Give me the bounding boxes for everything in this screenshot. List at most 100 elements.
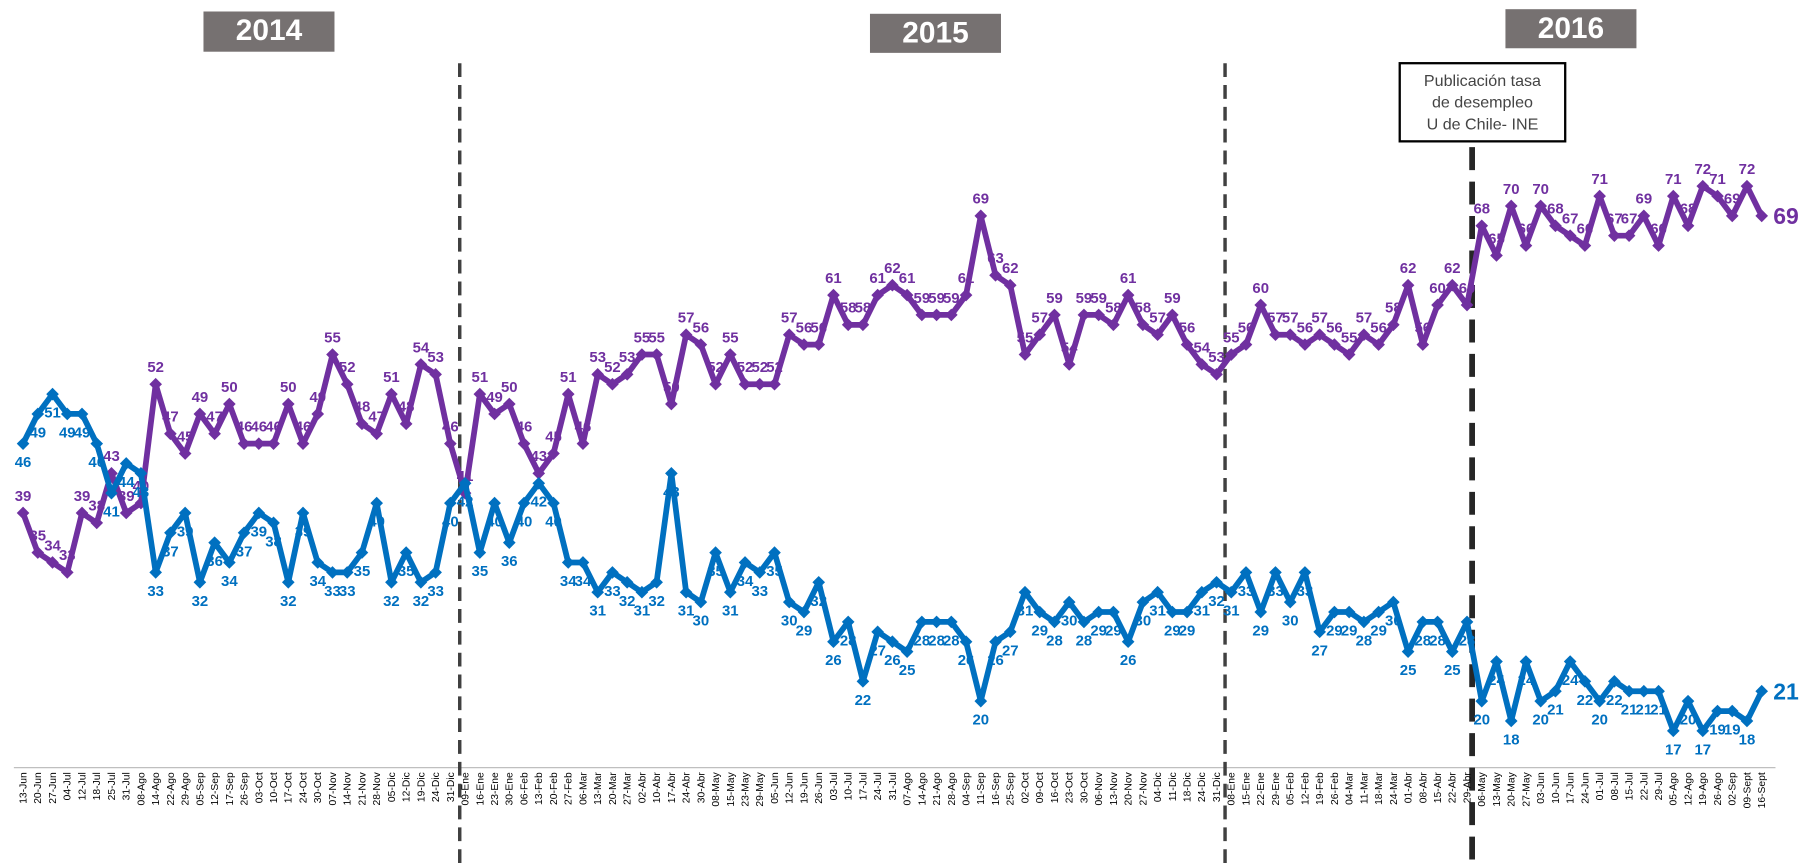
marker <box>193 407 207 421</box>
x-tick-label: 19-Ago <box>1698 772 1709 806</box>
data-label: 35 <box>354 563 371 580</box>
x-tick-label: 29-May <box>755 771 766 806</box>
data-label: 25 <box>1400 662 1417 679</box>
marker <box>1652 239 1665 252</box>
marker <box>1298 566 1312 579</box>
x-tick-label: 11-Mar <box>1359 772 1370 805</box>
data-label: 67 <box>1606 211 1623 228</box>
x-tick-label: 18-Mar <box>1374 772 1385 805</box>
data-label: 29 <box>1031 622 1048 639</box>
annotation: U de Chile- INE <box>1427 116 1539 134</box>
data-label: 53 <box>1208 349 1225 366</box>
data-label: 48 <box>398 399 415 416</box>
x-tick-label: 18-Dic <box>1183 772 1194 802</box>
data-label: 50 <box>501 379 518 396</box>
data-label: 32 <box>619 593 636 610</box>
x-tick-label: 03-Oct <box>254 772 265 803</box>
marker <box>1696 724 1710 738</box>
marker <box>1224 585 1238 599</box>
data-label: 54 <box>1061 339 1078 356</box>
data-label: 58 <box>855 300 872 317</box>
data-label: 50 <box>221 379 238 396</box>
x-tick-label: 22-Ago <box>166 772 177 806</box>
marker <box>930 308 943 322</box>
data-label: 32 <box>1208 593 1225 610</box>
marker <box>444 496 457 510</box>
data-label: 53 <box>589 349 606 366</box>
x-tick-label: 20-Feb <box>549 772 560 805</box>
x-tick-label: 10-Oct <box>269 772 280 803</box>
data-label: 52 <box>737 359 754 376</box>
marker <box>1666 724 1680 738</box>
marker <box>974 209 988 223</box>
marker <box>16 437 30 450</box>
data-label: 40 <box>368 514 385 531</box>
x-tick-label: 05-Sep <box>195 772 206 806</box>
data-label: 32 <box>648 593 665 610</box>
marker <box>1062 358 1076 371</box>
marker <box>178 447 192 460</box>
x-tick-label: 02-Oct <box>1020 772 1031 803</box>
data-label: 46 <box>265 418 282 435</box>
marker <box>812 575 826 589</box>
data-label: 35 <box>766 563 783 580</box>
marker <box>1224 348 1238 361</box>
x-tick-label: 01-Jul <box>1595 772 1606 800</box>
data-label: 30 <box>1385 613 1402 630</box>
marker <box>149 566 162 579</box>
marker <box>930 615 943 629</box>
data-label: 29 <box>796 622 813 639</box>
data-label: 59 <box>1164 290 1181 307</box>
x-tick-label: 07-Nov <box>328 771 339 805</box>
marker <box>1431 615 1444 629</box>
data-label: 47 <box>162 409 179 426</box>
data-label: 56 <box>1297 319 1314 336</box>
data-label: 31 <box>1017 603 1034 620</box>
x-tick-label: 14-Ago <box>917 772 928 806</box>
data-label: 51 <box>560 369 577 386</box>
data-label: 28 <box>1415 632 1432 649</box>
year-label: 2016 <box>1538 12 1604 45</box>
data-label: 55 <box>1017 329 1034 346</box>
x-tick-label: 20-Mar <box>608 772 619 805</box>
data-label: 56 <box>796 319 813 336</box>
data-label: 28 <box>1429 632 1446 649</box>
data-label: 39 <box>251 523 268 540</box>
x-tick-label: 23-Ene <box>490 772 501 806</box>
marker <box>1003 278 1017 292</box>
data-label: 24 <box>1562 672 1579 689</box>
marker <box>1534 199 1548 213</box>
x-tick-label: 12-Jun <box>785 772 796 804</box>
data-label: 27 <box>1002 642 1019 659</box>
x-tick-label: 08-May <box>711 771 722 806</box>
data-label: 40 <box>545 514 562 531</box>
data-label: 33 <box>427 583 444 600</box>
data-label: 37 <box>162 543 179 560</box>
data-label: 60 <box>1429 280 1446 297</box>
marker <box>237 437 251 450</box>
data-label: 21 <box>1547 702 1564 719</box>
marker <box>1195 358 1209 371</box>
data-label: 33 <box>751 583 768 600</box>
data-label: 34 <box>560 573 577 590</box>
marker <box>886 635 899 649</box>
data-label: 32 <box>383 593 400 610</box>
x-tick-label: 13-Mar <box>593 772 604 805</box>
x-tick-label: 08-Ago <box>136 772 147 806</box>
data-label: 20 <box>1473 712 1490 729</box>
data-label: 31 <box>589 603 606 620</box>
marker <box>1003 625 1017 639</box>
data-label: 54 <box>1193 339 1210 356</box>
data-label: 71 <box>1591 171 1608 188</box>
marker <box>1416 338 1430 351</box>
x-tick-label: 06-May <box>1477 771 1488 806</box>
marker <box>1387 318 1400 332</box>
x-tick-label: 02-Sep <box>1728 772 1739 806</box>
data-label: 36 <box>501 553 518 570</box>
data-label: 55 <box>722 329 739 346</box>
x-tick-label: 29-Abr <box>1462 772 1473 804</box>
marker <box>694 595 708 609</box>
x-tick-label: 06-Feb <box>519 772 530 805</box>
marker <box>1504 714 1518 728</box>
x-tick-label: 28-Ago <box>947 772 958 806</box>
